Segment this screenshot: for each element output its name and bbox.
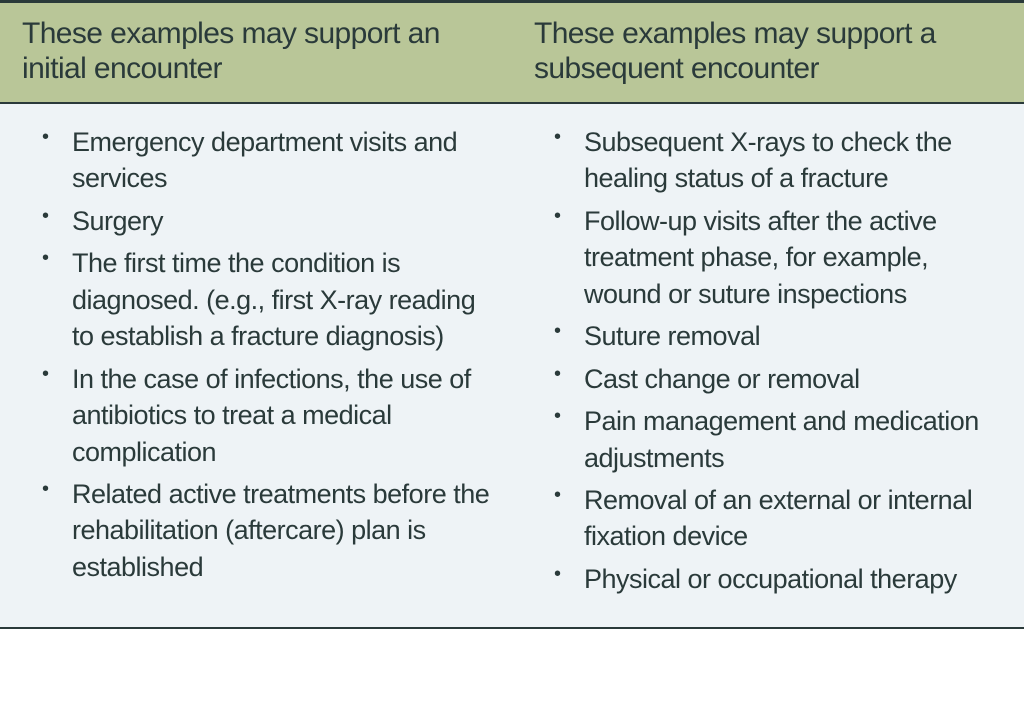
list-item: Suture removal: [584, 318, 1002, 360]
column-header-initial: These examples may support an initial en…: [0, 2, 512, 104]
list-item: Physical or occupational therapy: [584, 561, 1002, 603]
table-header-row: These examples may support an initial en…: [0, 2, 1024, 104]
list-item: Emergency department visits and services: [72, 124, 490, 203]
list-item: Removal of an external or internal fixat…: [584, 482, 1002, 561]
list-item: Pain management and medication adjustmen…: [584, 403, 1002, 482]
list-item: Follow-up visits after the active treatm…: [584, 203, 1002, 318]
list-item: Surgery: [72, 203, 490, 245]
subsequent-list: Subsequent X-rays to check the healing s…: [534, 124, 1002, 603]
column-body-subsequent: Subsequent X-rays to check the healing s…: [512, 103, 1024, 628]
table-body-row: Emergency department visits and services…: [0, 103, 1024, 628]
list-item: The first time the condition is diagnose…: [72, 245, 490, 360]
column-body-initial: Emergency department visits and services…: [0, 103, 512, 628]
list-item: Subsequent X-rays to check the healing s…: [584, 124, 1002, 203]
initial-list: Emergency department visits and services…: [22, 124, 490, 591]
column-header-subsequent: These examples may support a subsequent …: [512, 2, 1024, 104]
list-item: Cast change or removal: [584, 361, 1002, 403]
table: These examples may support an initial en…: [0, 0, 1024, 629]
encounter-examples-table: These examples may support an initial en…: [0, 0, 1024, 629]
list-item: In the case of infections, the use of an…: [72, 361, 490, 476]
list-item: Related active treatments before the reh…: [72, 476, 490, 591]
